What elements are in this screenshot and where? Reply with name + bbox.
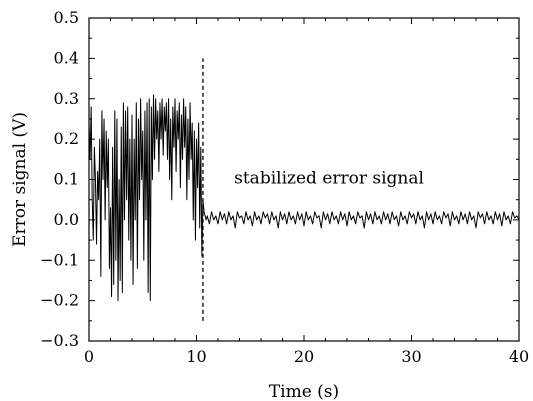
annotation-stabilized: stabilized error signal	[234, 169, 424, 189]
x-tick-label: 20	[294, 347, 314, 366]
x-axis-title: Time (s)	[269, 382, 339, 401]
y-tick-label: 0.3	[54, 89, 79, 108]
y-tick-label: −0.1	[40, 250, 79, 269]
series-line-0	[88, 94, 520, 302]
y-tick-label: 0.1	[54, 170, 79, 189]
y-tick-label: 0.5	[54, 8, 79, 27]
x-tick-label: 30	[401, 347, 421, 366]
y-tick-label: −0.3	[40, 331, 79, 350]
axis-tick-labels: 0 10 20 30 40 −0.3 −0.2 −0.1 0.0 0.1 0.2 0.3 0.4 0.5	[40, 8, 529, 366]
y-tick-label: 0.2	[54, 129, 79, 148]
x-tick-label: 40	[509, 347, 529, 366]
y-tick-label: 0.0	[54, 210, 79, 229]
y-tick-label: 0.4	[54, 48, 79, 67]
plot-frame	[88, 17, 520, 342]
y-axis-title: Error signal (V)	[10, 112, 30, 247]
x-tick-label: 0	[84, 347, 94, 366]
y-tick-label: −0.2	[40, 291, 79, 310]
x-tick-label: 10	[186, 347, 206, 366]
plot-area	[88, 58, 520, 321]
